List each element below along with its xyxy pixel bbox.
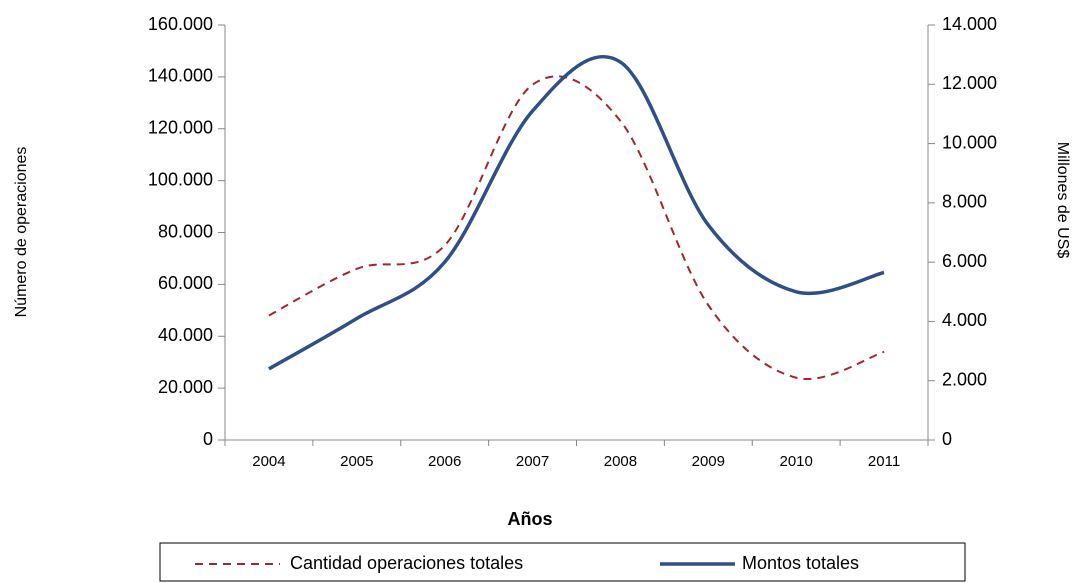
- y2-tick-label: 8.000: [942, 192, 987, 212]
- y-tick-label: 40.000: [158, 325, 213, 345]
- y2-tick-label: 0: [942, 429, 952, 449]
- y-axis-label: Número de operaciones: [13, 147, 30, 318]
- y2-tick-label: 6.000: [942, 251, 987, 271]
- y2-tick-label: 10.000: [942, 132, 997, 152]
- y-tick-label: 60.000: [158, 273, 213, 293]
- line-series: [268, 75, 885, 381]
- x-tick-label: 2011: [868, 453, 900, 470]
- x-tick-label: 2007: [516, 453, 549, 470]
- x-axis-label: Años: [508, 509, 553, 529]
- x-tick-label: 2008: [604, 453, 637, 470]
- legend-label: Cantidad operaciones totales: [290, 553, 523, 573]
- y-tick-label: 20.000: [158, 377, 213, 397]
- y-tick-label: 0: [203, 429, 213, 449]
- y-tick-label: 140.000: [148, 66, 213, 86]
- y-tick-label: 100.000: [148, 169, 213, 189]
- x-tick-label: 2009: [692, 453, 725, 470]
- y-tick-label: 160.000: [148, 14, 213, 34]
- y2-tick-label: 12.000: [942, 73, 997, 93]
- x-tick-label: 2005: [340, 453, 373, 470]
- x-tick-label: 2006: [428, 453, 461, 470]
- y-tick-label: 80.000: [158, 221, 213, 241]
- y2-tick-label: 14.000: [942, 14, 997, 34]
- x-tick-label: 2010: [780, 453, 813, 470]
- x-tick-label: 2004: [252, 453, 285, 470]
- legend-label: Montos totales: [742, 553, 859, 573]
- y2-axis-label: Millones de US$: [1054, 142, 1071, 259]
- y-tick-label: 120.000: [148, 118, 213, 138]
- line-series: [268, 55, 885, 371]
- y2-tick-label: 2.000: [942, 369, 987, 389]
- y2-tick-label: 4.000: [942, 310, 987, 330]
- legend-box: [159, 542, 966, 582]
